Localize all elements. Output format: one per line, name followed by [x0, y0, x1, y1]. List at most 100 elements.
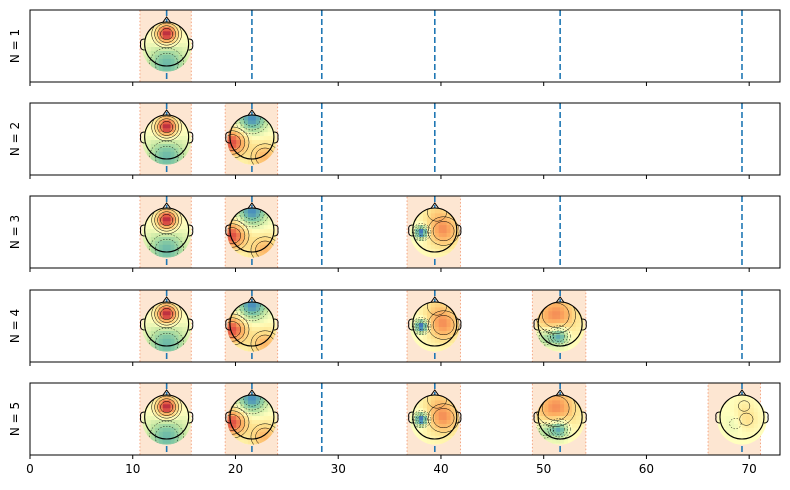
contour-line: [227, 134, 241, 151]
contour-line: [160, 308, 174, 320]
x-axis: 0 10 20 30 40 50 60 70: [26, 462, 757, 476]
nose-outline: [247, 389, 257, 396]
contour-line: [151, 115, 182, 142]
contour-line: [411, 317, 432, 336]
axes-frame: [29, 9, 781, 83]
left-ear-outline: [139, 318, 145, 331]
contour-line: [432, 315, 455, 336]
contour-line: [415, 320, 428, 332]
topomap-heatmap: [227, 208, 277, 258]
contour-line: [157, 118, 176, 136]
x-tick-label: 70: [742, 462, 757, 476]
contour-line: [157, 305, 176, 323]
right-ear-outline: [188, 38, 194, 51]
right-ear-outline: [456, 411, 462, 424]
contour-line: [151, 302, 182, 329]
contour-line: [538, 331, 551, 343]
left-ear-outline: [408, 318, 413, 331]
left-ear-outline: [225, 131, 230, 144]
nose-outline: [162, 389, 172, 396]
contour-line: [427, 216, 460, 246]
contour-line: [427, 310, 460, 340]
contour-line: [227, 227, 241, 244]
left-ear-outline: [408, 224, 413, 237]
right-ear-outline: [188, 411, 194, 424]
left-ear-outline: [225, 224, 230, 237]
contour-line: [243, 395, 261, 407]
contour-line: [154, 22, 179, 46]
row-panel: N = 5: [8, 382, 781, 459]
nose-outline: [162, 109, 172, 116]
contour-line: [411, 223, 432, 242]
contour-line: [432, 408, 455, 429]
contour-line: [411, 410, 432, 429]
contour-line: [243, 302, 261, 314]
row-label: N = 2: [8, 122, 22, 156]
contour-line: [227, 414, 241, 431]
nose-outline: [430, 296, 440, 303]
contour-line: [154, 115, 179, 139]
contour-line: [157, 211, 176, 229]
left-ear-outline: [225, 318, 230, 331]
contour-line: [417, 228, 426, 236]
left-ear-outline: [139, 224, 145, 237]
contour-line: [243, 115, 261, 127]
head-outline: [144, 394, 190, 440]
contour-line: [157, 25, 176, 43]
contour-line: [550, 328, 568, 345]
right-ear-outline: [273, 131, 279, 144]
contour-line: [427, 395, 447, 409]
right-ear-outline: [582, 411, 587, 424]
contour-line: [415, 226, 428, 238]
axes-frame: [29, 102, 781, 176]
contour-line: [151, 395, 182, 422]
x-tick-label: 30: [331, 462, 346, 476]
contour-line: [149, 140, 184, 165]
topomap: [225, 202, 279, 258]
row-label: N = 4: [8, 309, 22, 343]
contour-line: [149, 47, 184, 72]
contour-line: [157, 398, 176, 416]
topomap: [139, 389, 194, 445]
right-ear-outline: [188, 131, 194, 144]
contour-line: [535, 422, 554, 439]
axes-frame: [29, 289, 781, 363]
contour-line: [154, 145, 179, 165]
right-ear-outline: [456, 224, 462, 237]
left-ear-outline: [715, 411, 721, 424]
right-ear-outline: [273, 411, 279, 424]
row-label: N = 3: [8, 215, 22, 249]
nose-outline: [555, 296, 565, 303]
topomap-rows: N = 1 N = 2 N = 3 N = 4 N = 5: [8, 9, 781, 459]
contour-line: [149, 420, 184, 445]
contour-line: [729, 418, 742, 430]
contour-line: [151, 208, 182, 235]
nose-outline: [162, 202, 172, 209]
left-ear-outline: [408, 411, 413, 424]
x-tick-label: 50: [536, 462, 551, 476]
contour-line: [151, 22, 182, 49]
contour-line: [243, 208, 261, 220]
head-outline: [144, 207, 190, 253]
contour-line: [427, 403, 460, 433]
head-outline: [229, 394, 275, 440]
contour-line: [154, 238, 179, 258]
contour-line: [154, 425, 179, 445]
x-tick-label: 20: [228, 462, 243, 476]
contour-line: [154, 208, 179, 232]
left-ear-outline: [225, 411, 230, 424]
contour-line: [739, 412, 754, 426]
contour-line: [535, 329, 554, 346]
axes-frame: [29, 195, 781, 269]
left-ear-outline: [533, 318, 539, 331]
axes-frame: [29, 382, 781, 456]
contour-line: [553, 330, 566, 342]
head-outline: [229, 301, 275, 347]
contour-line: [227, 321, 241, 338]
row-label: N = 5: [8, 402, 22, 436]
head-outline: [144, 114, 190, 160]
row-panel: N = 4: [8, 289, 781, 366]
right-ear-outline: [273, 318, 279, 331]
contour-line: [227, 410, 246, 435]
